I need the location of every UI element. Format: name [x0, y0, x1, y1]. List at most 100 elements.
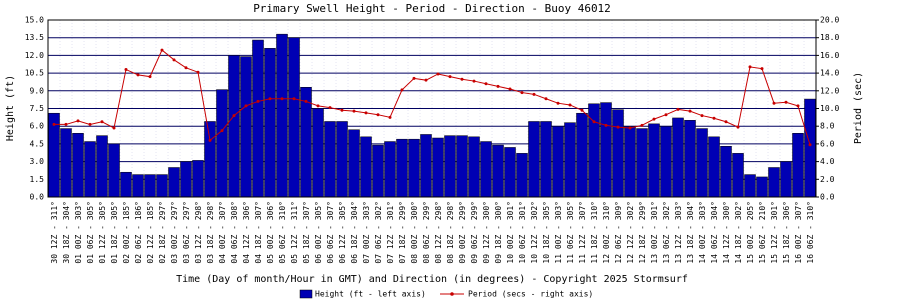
y-tick-label: 3.0: [30, 157, 45, 166]
x-tick-time: 02 00Z: [122, 235, 131, 264]
bar: [264, 48, 276, 198]
x-tick-sep: -: [158, 220, 167, 234]
x-tick-label: 09 12Z - 300°: [482, 201, 491, 264]
x-tick-time: 15 18Z: [782, 235, 791, 264]
x-tick-sep: -: [506, 220, 515, 234]
x-tick-time: 10 18Z: [542, 235, 551, 264]
x-tick-label: 12 12Z - 302°: [626, 201, 635, 264]
bar: [732, 153, 744, 198]
x-tick-sep: -: [566, 220, 575, 234]
x-tick-sep: -: [494, 220, 503, 234]
x-tick-sep: -: [614, 220, 623, 234]
x-tick-label: 01 00Z - 303°: [74, 201, 83, 264]
x-tick-time: 16 00Z: [794, 235, 803, 264]
period-point: [184, 66, 188, 70]
x-tick-time: 11 00Z: [554, 235, 563, 264]
period-point: [568, 103, 572, 107]
bar: [432, 137, 444, 198]
x-tick-direction: 307°: [578, 201, 587, 220]
x-tick-label: 05 06Z - 310°: [278, 201, 287, 264]
x-tick-label: 06 06Z - 307°: [326, 201, 335, 264]
x-tick-sep: -: [146, 220, 155, 234]
bar: [468, 136, 480, 198]
x-tick-direction: 301°: [650, 201, 659, 220]
period-point: [244, 104, 248, 108]
x-tick-time: 13 06Z: [662, 235, 671, 264]
x-tick-label: 04 00Z - 307°: [218, 201, 227, 264]
period-point: [364, 111, 368, 115]
x-tick-label: 10 12Z - 302°: [530, 201, 539, 264]
x-tick-direction: 307°: [218, 201, 227, 220]
legend-label: Period (secs - right axis): [468, 290, 593, 299]
x-tick-sep: -: [194, 220, 203, 234]
x-tick-direction: 302°: [626, 201, 635, 220]
x-tick-sep: -: [362, 220, 371, 234]
x-tick-label: 30 18Z - 304°: [62, 201, 71, 264]
bar: [480, 141, 492, 198]
x-tick-time: 04 06Z: [230, 235, 239, 264]
period-point: [700, 114, 704, 118]
x-tick-direction: 304°: [350, 201, 359, 220]
bar: [156, 174, 168, 198]
x-tick-direction: 297°: [182, 201, 191, 220]
x-tick-sep: -: [746, 220, 755, 234]
y-tick-label: 6.0: [30, 122, 45, 131]
bar: [108, 143, 120, 198]
y2-tick-label: 20.0: [820, 16, 839, 25]
x-tick-sep: -: [122, 220, 131, 234]
x-tick-label: 06 00Z - 305°: [314, 201, 323, 264]
x-tick-label: 12 00Z - 310°: [602, 201, 611, 264]
x-tick-direction: 306°: [266, 201, 275, 220]
x-tick-sep: -: [206, 220, 215, 234]
x-tick-sep: -: [170, 220, 179, 234]
x-tick-label: 02 12Z - 185°: [146, 201, 155, 264]
x-tick-direction: 301°: [386, 201, 395, 220]
period-point: [304, 99, 308, 103]
period-point: [448, 75, 452, 79]
x-tick-label: 09 06Z - 299°: [470, 201, 479, 264]
bar: [504, 147, 516, 198]
x-tick-sep: -: [278, 220, 287, 234]
x-tick-sep: -: [302, 220, 311, 234]
x-tick-time: 03 12Z: [194, 235, 203, 264]
bar: [792, 133, 804, 198]
chart-title: Primary Swell Height - Period - Directio…: [253, 2, 611, 15]
x-tick-direction: 298°: [446, 201, 455, 220]
period-point: [724, 120, 728, 124]
x-tick-sep: -: [578, 220, 587, 234]
period-point: [652, 117, 656, 121]
legend-swatch: [299, 289, 313, 299]
x-tick-sep: -: [134, 220, 143, 234]
bar: [384, 141, 396, 198]
bar: [456, 135, 468, 198]
y-tick-label: 12.0: [25, 51, 44, 60]
period-point: [544, 97, 548, 101]
y2-axis-title: Period (sec): [853, 72, 864, 144]
y2-tick-label: 8.0: [820, 122, 835, 131]
x-tick-direction: 310°: [806, 201, 815, 220]
x-tick-time: 15 12Z: [770, 235, 779, 264]
period-point: [268, 97, 272, 101]
x-tick-sep: -: [794, 220, 803, 234]
period-point: [520, 91, 524, 95]
period-point: [472, 79, 476, 83]
x-tick-direction: 305°: [566, 201, 575, 220]
bar: [96, 135, 108, 198]
period-point: [796, 104, 800, 108]
period-point: [772, 101, 776, 105]
legend-label: Height (ft - left axis): [315, 290, 426, 299]
y-tick-label: 7.5: [30, 104, 45, 113]
x-tick-time: 09 12Z: [482, 235, 491, 264]
period-point: [124, 68, 128, 72]
y-tick-label: 1.5: [30, 175, 45, 184]
x-tick-label: 14 06Z - 304°: [710, 201, 719, 264]
x-tick-direction: 304°: [710, 201, 719, 220]
x-tick-direction: 306°: [242, 201, 251, 220]
x-tick-direction: 299°: [458, 201, 467, 220]
x-tick-direction: 305°: [110, 201, 119, 220]
x-tick-direction: 308°: [230, 201, 239, 220]
x-tick-time: 16 06Z: [806, 235, 815, 264]
y2-tick-label: 0.0: [820, 193, 835, 202]
x-tick-label: 15 12Z - 301°: [770, 201, 779, 264]
x-tick-sep: -: [74, 220, 83, 234]
